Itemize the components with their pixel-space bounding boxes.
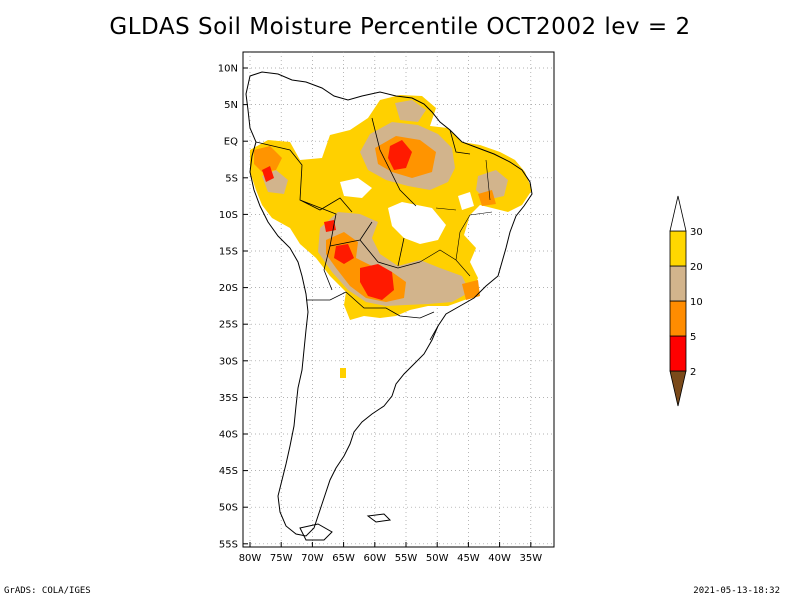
colorbar-label: 20 — [690, 262, 703, 273]
lat-tick-label: 15S — [219, 247, 238, 258]
lat-tick-label: 55S — [219, 539, 238, 550]
footer-timestamp: 2021-05-13-18:32 — [693, 586, 780, 596]
lat-tick-label: 20S — [219, 283, 238, 294]
lat-tick-label: 40S — [219, 430, 238, 441]
lon-tick-label: 55W — [395, 553, 418, 564]
lat-tick-label: 25S — [219, 320, 238, 331]
latitude-labels: 10N 5N EQ 5S 10S 15S 20S 25S 30S 35S 40S 45S 50S 55S — [218, 64, 248, 550]
lon-tick-label: 65W — [332, 553, 355, 564]
lon-tick-label: 60W — [363, 553, 386, 564]
percentile-shading — [250, 95, 532, 378]
colorbar-bin — [669, 300, 687, 337]
lat-tick-label: 35S — [219, 393, 238, 404]
lon-tick-label: 40W — [488, 553, 511, 564]
no-shade-gaps — [340, 178, 506, 272]
colorbar-bin-below — [669, 370, 687, 407]
lat-tick-label: 50S — [219, 503, 238, 514]
colorbar-legend: 2 5 10 20 30 — [669, 195, 703, 407]
footer-credit: GrADS: COLA/IGES — [4, 586, 91, 596]
lon-tick-label: 70W — [301, 553, 324, 564]
lon-tick-label: 75W — [270, 553, 293, 564]
colorbar-label: 10 — [690, 297, 703, 308]
map-title: GLDAS Soil Moisture Percentile OCT2002 l… — [109, 14, 691, 40]
colorbar-bin — [669, 230, 687, 267]
gridlines — [243, 52, 554, 547]
longitude-labels: 80W 75W 70W 65W 60W 55W 50W 45W 40W 35W — [239, 542, 542, 564]
lon-tick-label: 35W — [519, 553, 542, 564]
lat-tick-label: 10N — [218, 64, 238, 75]
lat-tick-label: 5S — [225, 173, 238, 184]
lat-tick-label: 45S — [219, 466, 238, 477]
colorbar-label: 5 — [690, 332, 696, 343]
lon-tick-label: 45W — [457, 553, 480, 564]
colorbar-label: 30 — [690, 227, 703, 238]
south-america-coastline — [245, 71, 533, 537]
coastlines — [245, 71, 533, 541]
lat-tick-label: EQ — [224, 137, 238, 148]
lon-tick-label: 80W — [239, 553, 262, 564]
falkland-islands — [366, 513, 392, 523]
shade-2-5 — [262, 140, 412, 300]
lat-tick-label: 5N — [224, 100, 238, 111]
country-borders — [255, 117, 471, 341]
lat-tick-label: 30S — [219, 356, 238, 367]
lon-tick-label: 50W — [426, 553, 449, 564]
brazil-state-lines — [419, 159, 493, 277]
colorbar-bin-above — [669, 195, 687, 232]
colorbar-label: 2 — [690, 367, 696, 378]
tierra-del-fuego — [299, 523, 333, 541]
colorbar-bin — [669, 335, 687, 372]
colorbar-bin — [669, 265, 687, 302]
lat-tick-label: 10S — [219, 210, 238, 221]
